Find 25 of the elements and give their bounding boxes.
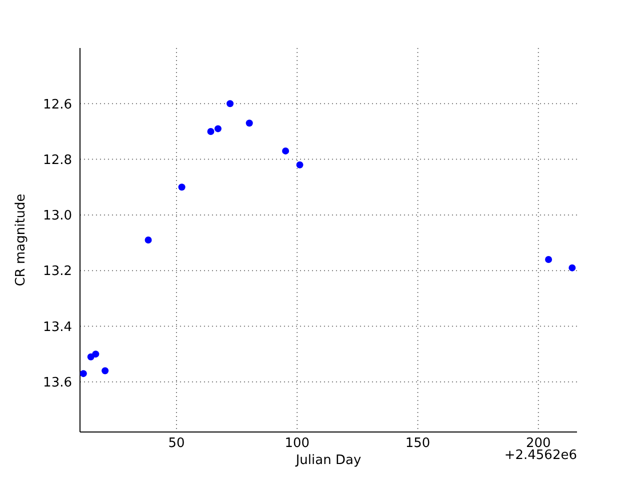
y-tick-label: 13.2 [43,264,72,280]
y-tick-label: 13.6 [43,376,72,391]
x-tick-label: 150 [405,436,430,452]
point [178,184,186,191]
point [102,367,109,374]
point [214,125,222,132]
y-tick-label: 12.6 [43,97,72,112]
point [246,120,253,127]
text: +2.4562e6 [504,448,577,463]
x-tick-label: 50 [168,436,185,452]
y-tick-label: 12.8 [43,152,72,168]
point [296,161,304,168]
point [568,264,576,272]
point [207,128,214,135]
x-tick-label: 100 [284,436,310,452]
x-axis-title: Julian Day [294,453,362,468]
y-tick-label: 13.4 [43,320,72,335]
point [282,147,290,154]
point [92,350,100,358]
y-axis-title: CR magnitude [14,194,29,286]
point [144,236,152,244]
point [545,256,552,263]
point [226,100,234,108]
y-tick-label: 13.0 [43,208,72,224]
point [80,370,87,378]
